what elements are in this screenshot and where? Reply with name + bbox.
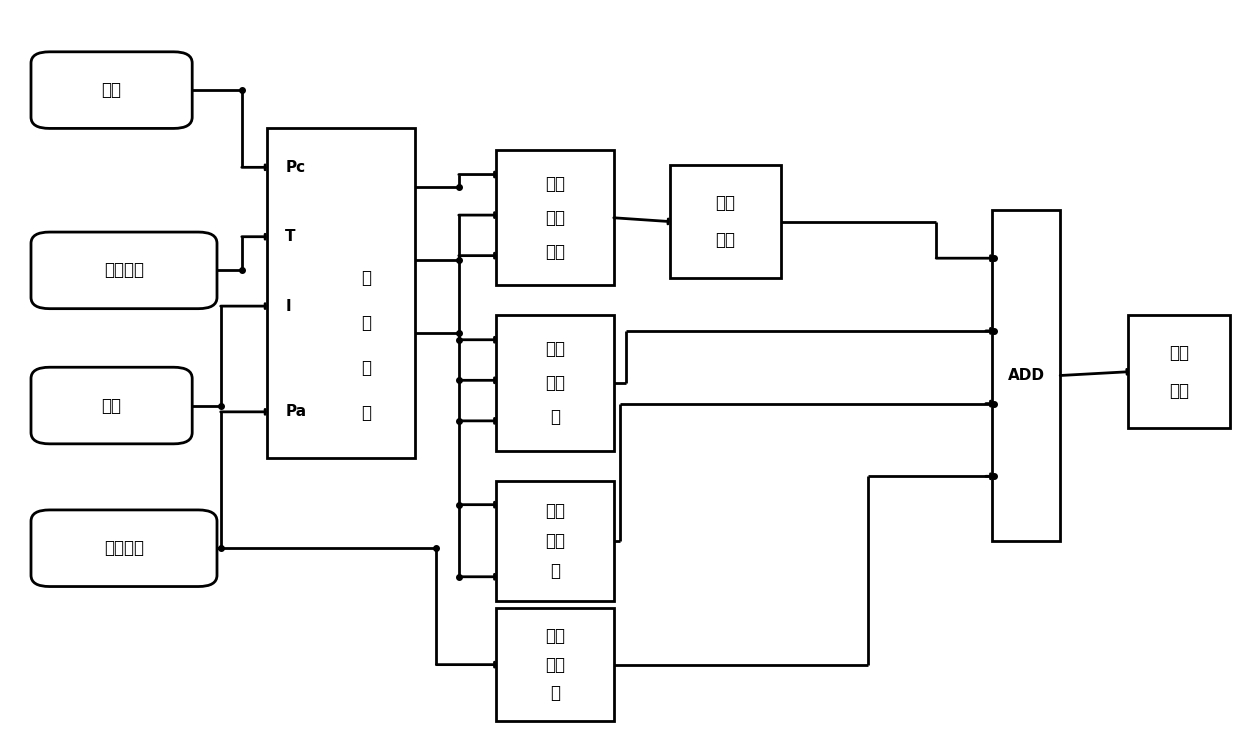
- Text: 热力: 热力: [544, 175, 565, 193]
- Text: 压: 压: [549, 684, 560, 701]
- Text: I: I: [285, 299, 291, 314]
- Bar: [496, 608, 614, 721]
- Text: 单体: 单体: [1169, 344, 1189, 362]
- Text: 压: 压: [361, 404, 371, 422]
- Bar: [1128, 315, 1230, 428]
- Text: 电流: 电流: [102, 397, 122, 415]
- Text: 动势: 动势: [544, 243, 565, 261]
- Text: 过电: 过电: [544, 532, 565, 550]
- Text: 压: 压: [549, 408, 560, 426]
- Bar: [496, 150, 614, 285]
- Text: ADD: ADD: [1008, 368, 1044, 383]
- Bar: [992, 210, 1060, 541]
- Bar: [670, 165, 781, 278]
- Text: 温度: 温度: [102, 81, 122, 99]
- FancyBboxPatch shape: [31, 232, 217, 309]
- Text: 电压: 电压: [715, 231, 735, 249]
- Bar: [496, 315, 614, 451]
- Text: 开路: 开路: [715, 194, 735, 212]
- Text: 阴极压力: 阴极压力: [104, 261, 144, 279]
- Text: T: T: [285, 229, 295, 244]
- Text: 阳极压力: 阳极压力: [104, 539, 144, 557]
- FancyBboxPatch shape: [31, 367, 192, 444]
- Text: 学电: 学电: [544, 209, 565, 227]
- Text: 过电: 过电: [544, 374, 565, 392]
- Text: 压: 压: [549, 562, 560, 580]
- Bar: [496, 481, 614, 601]
- Text: 活化: 活化: [544, 340, 565, 358]
- Text: 过电: 过电: [544, 656, 565, 674]
- FancyBboxPatch shape: [31, 52, 192, 128]
- Text: Pc: Pc: [285, 160, 305, 175]
- Text: 欧姆: 欧姆: [544, 502, 565, 520]
- Text: 分: 分: [361, 359, 371, 377]
- Text: 电压: 电压: [1169, 382, 1189, 400]
- Text: 气: 气: [361, 269, 371, 287]
- Text: Pa: Pa: [285, 404, 306, 419]
- Text: 体: 体: [361, 314, 371, 332]
- Bar: [267, 128, 415, 458]
- Text: 浓度: 浓度: [544, 628, 565, 645]
- FancyBboxPatch shape: [31, 510, 217, 587]
